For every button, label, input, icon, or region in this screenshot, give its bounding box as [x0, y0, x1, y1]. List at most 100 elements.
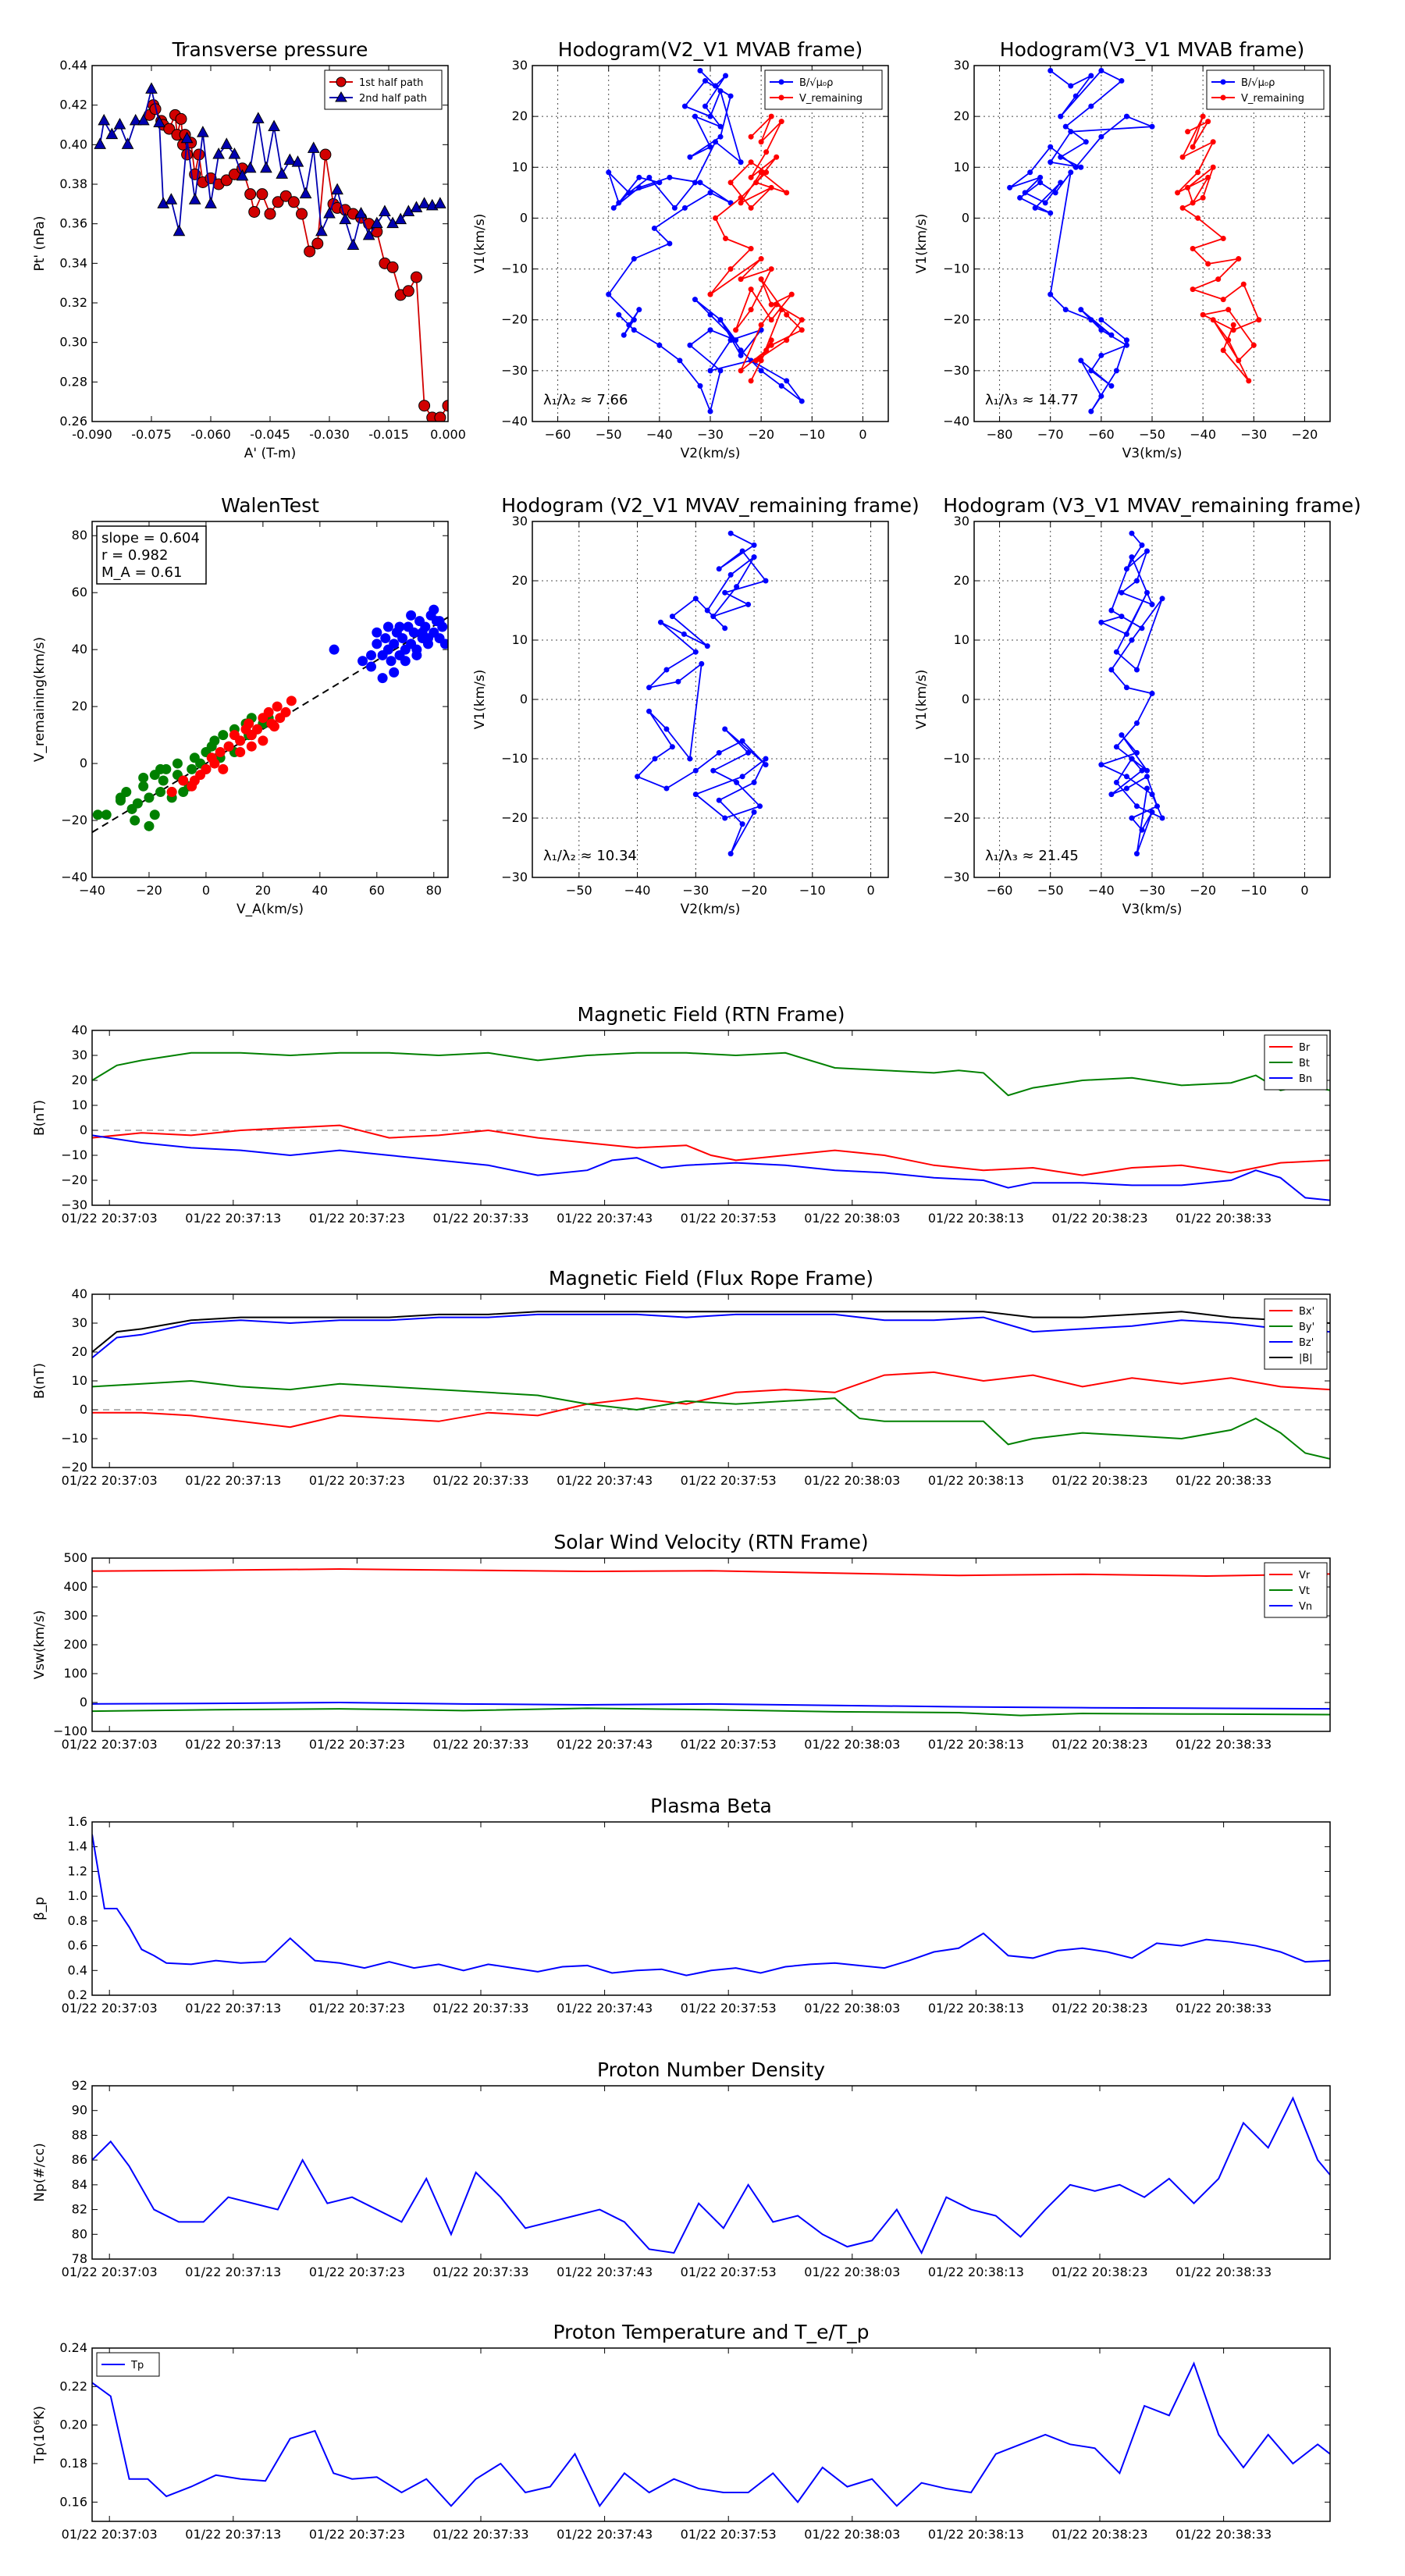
y-tick-label: 86 [72, 2152, 87, 2167]
y-tick-label: 0.24 [59, 2340, 87, 2355]
x-tick-label: -0.060 [190, 427, 231, 442]
data-point [710, 767, 717, 774]
data-point [1220, 297, 1226, 303]
x-tick-label: 01/22 20:38:33 [1176, 2265, 1272, 2279]
data-point [1139, 827, 1145, 833]
x-tick-label: 01/22 20:37:43 [557, 1473, 653, 1488]
plot-frame [532, 65, 889, 422]
ratio-annotation: λ₁/λ₂ ≈ 10.34 [543, 848, 637, 864]
legend-label: 2nd half path [359, 93, 427, 105]
legend-label: B/√μ₀ρ [1241, 77, 1275, 89]
data-point [784, 378, 790, 384]
y-tick-label: −10 [61, 1431, 87, 1446]
ratio-annotation: λ₁/λ₃ ≈ 21.45 [985, 848, 1079, 864]
data-point [264, 208, 276, 220]
data-point [397, 633, 408, 644]
data-point [758, 169, 764, 176]
data-point [429, 604, 439, 615]
data-point [748, 378, 754, 384]
data-point [669, 614, 675, 620]
data-point [768, 113, 774, 119]
x-tick-label: 01/22 20:37:33 [432, 1211, 528, 1226]
plot-frame [91, 2085, 1331, 2260]
x-tick-label: 01/22 20:38:33 [1176, 2001, 1272, 2016]
data-point [636, 184, 642, 190]
data-point [1098, 619, 1104, 625]
data-point [1144, 785, 1150, 792]
y-tick-label: 10 [512, 159, 528, 174]
data-point [92, 809, 103, 820]
x-tick-label: 01/22 20:37:23 [309, 1737, 405, 1752]
data-point [667, 240, 673, 247]
data-point [616, 311, 622, 318]
data-point [758, 358, 764, 364]
y-tick-label: 0.44 [59, 58, 87, 73]
data-point [389, 667, 400, 678]
series-line [92, 1134, 1330, 1201]
data-point [296, 208, 308, 220]
y-axis-label: B(nT) [32, 1363, 48, 1399]
data-point [763, 578, 769, 584]
data-point [386, 656, 397, 667]
data-point [738, 194, 744, 201]
data-point [1129, 554, 1135, 560]
data-point [727, 530, 734, 536]
data-point [209, 735, 220, 746]
data-point [734, 779, 740, 785]
data-point [1159, 596, 1165, 602]
data-point [713, 139, 719, 145]
x-tick-label: 01/22 20:37:03 [62, 2265, 158, 2279]
series-line [92, 1313, 1330, 1359]
data-point [1190, 144, 1196, 150]
data-point [1250, 342, 1257, 348]
x-tick-label: 0 [1300, 883, 1308, 898]
x-tick-label: 0 [202, 883, 210, 898]
series-line [92, 1311, 1330, 1353]
data-point [1022, 190, 1028, 196]
data-point [1068, 129, 1074, 135]
x-tick-label: 01/22 20:37:13 [185, 1473, 281, 1488]
stats-box [96, 525, 207, 585]
data-point [1139, 542, 1145, 548]
data-point [1113, 744, 1119, 750]
x-tick-label: 01/22 20:38:23 [1051, 1211, 1147, 1226]
data-point [751, 542, 757, 548]
data-point [113, 117, 126, 130]
data-point [394, 212, 407, 225]
data-point [1037, 180, 1044, 186]
x-tick-label: −30 [682, 883, 709, 898]
y-tick-label: 0.26 [59, 414, 87, 429]
series-line [92, 2361, 1330, 2508]
plot-frame [91, 1557, 1331, 1732]
ratio-annotation: λ₁/λ₃ ≈ 14.77 [985, 392, 1079, 408]
data-point [1119, 732, 1125, 738]
data-point [1108, 332, 1115, 338]
y-tick-label: −10 [501, 751, 528, 766]
data-point [417, 627, 428, 638]
data-point [738, 347, 744, 354]
data-point [697, 180, 703, 186]
data-point [181, 148, 194, 161]
data-point [215, 746, 226, 757]
y-tick-label: 30 [954, 58, 969, 73]
y-tick-label: 90 [72, 2103, 87, 2118]
x-tick-label: -0.090 [72, 427, 112, 442]
chart-walen: WalenTest −40 −20 0 20 40 60 80 −40 −20 0 20 40 60 80 V… [32, 494, 449, 917]
data-point [748, 246, 754, 252]
x-tick-label: −10 [799, 883, 826, 898]
plot-frame [91, 65, 449, 422]
x-axis-label: A' (T-m) [244, 446, 297, 461]
y-tick-label: 20 [954, 109, 969, 123]
data-point [1088, 103, 1094, 109]
x-tick-label: −10 [1240, 883, 1267, 898]
x-tick-label: 01/22 20:38:33 [1176, 1737, 1272, 1752]
data-point [291, 155, 304, 167]
chart-title: Transverse pressure [172, 38, 368, 61]
x-axis-label: V3(km/s) [1122, 902, 1183, 917]
x-tick-label: 01/22 20:37:53 [681, 1211, 777, 1226]
data-point [753, 180, 759, 186]
x-tick-label: −20 [741, 883, 767, 898]
series-line [92, 1834, 1330, 1976]
x-tick-label: 01/22 20:37:23 [309, 2527, 405, 2542]
data-point [410, 271, 422, 283]
